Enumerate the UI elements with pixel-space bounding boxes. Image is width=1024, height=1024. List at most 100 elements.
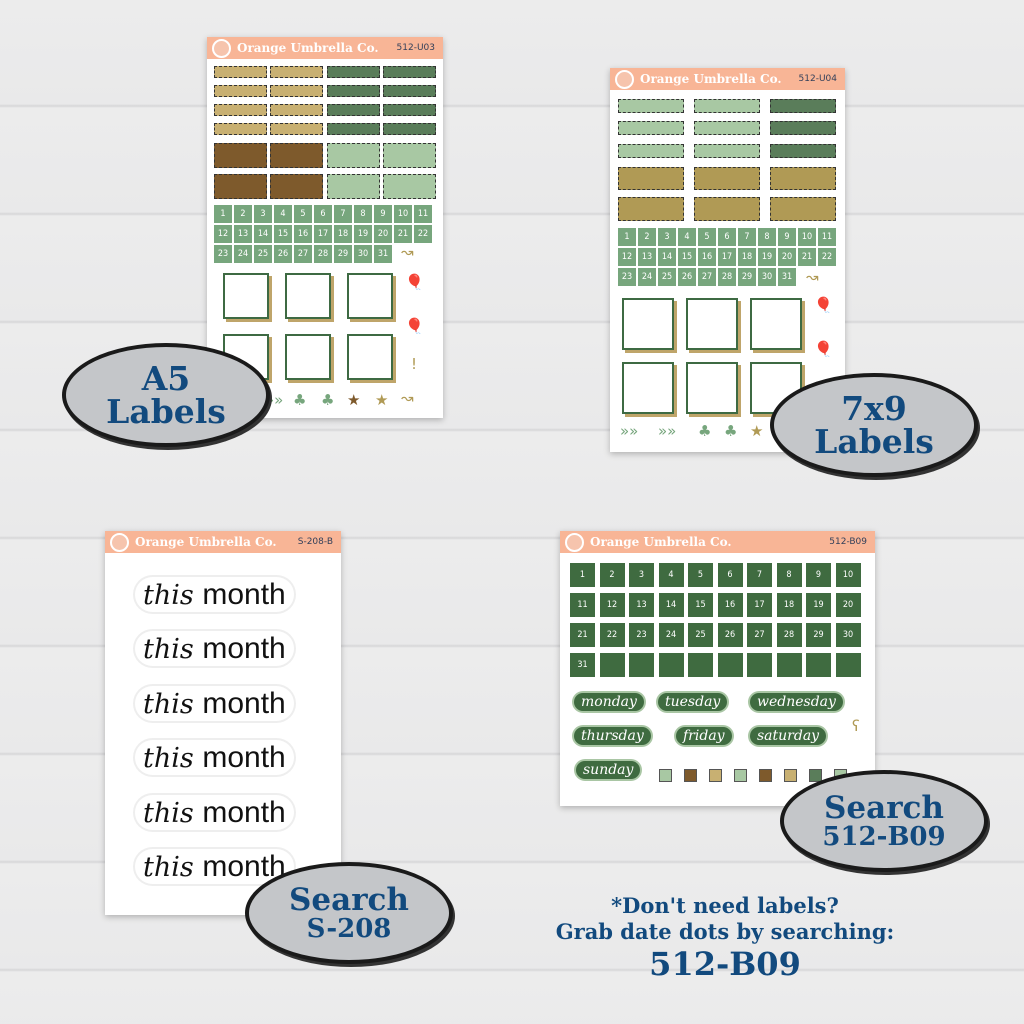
this-month-sticker: this month [135, 795, 294, 830]
blank-date-sticker [835, 653, 861, 677]
word-month: month [202, 741, 286, 774]
date-sticker: 11 [414, 205, 432, 223]
sheet-header: Orange Umbrella Co. 512-U03 [207, 37, 443, 59]
date-sticker: 17 [718, 248, 736, 266]
star-icon: ★ [750, 422, 764, 440]
star-icon: ★ [375, 391, 389, 409]
date-sticker: 25 [688, 623, 713, 647]
date-sticker: 6 [314, 205, 332, 223]
callout-line: Search [824, 789, 944, 826]
date-sticker: 29 [806, 623, 831, 647]
clover-icon: ♣ [724, 422, 738, 440]
date-sticker: 15 [274, 225, 292, 243]
date-sticker: 17 [747, 593, 772, 617]
notepad-sticker [285, 334, 331, 380]
brand-name: Orange Umbrella Co. [640, 72, 782, 86]
word-this: this [143, 798, 203, 829]
label-sticker [770, 99, 836, 113]
label-sticker [270, 123, 323, 135]
blank-date-sticker [717, 653, 743, 677]
color-dot-sticker [784, 769, 797, 782]
label-sticker [327, 143, 380, 168]
date-sticker: 1 [570, 563, 595, 587]
this-month-sticker: this month [135, 740, 294, 775]
umbrella-logo-icon [212, 39, 231, 58]
label-sticker [383, 174, 436, 199]
brand-name: Orange Umbrella Co. [237, 41, 379, 55]
this-month-sticker: this month [135, 686, 294, 721]
balloon-icon: 🎈 [814, 296, 833, 314]
date-sticker: 17 [314, 225, 332, 243]
blank-date-sticker [658, 653, 684, 677]
label-sticker [383, 85, 436, 97]
date-sticker: 19 [354, 225, 372, 243]
date-sticker: 27 [294, 245, 312, 263]
date-sticker: 4 [274, 205, 292, 223]
date-sticker: 24 [658, 623, 684, 647]
date-sticker: 6 [718, 228, 736, 246]
date-sticker: 22 [414, 225, 432, 243]
label-sticker [270, 85, 323, 97]
arrow-doodle-icon: ↝ [806, 268, 819, 286]
this-month-sticker: this month [135, 849, 294, 884]
notepad-sticker [347, 334, 393, 380]
balloon-icon: 🎈 [814, 340, 833, 358]
label-sticker [214, 123, 267, 135]
word-this: this [143, 743, 203, 774]
sheet-header: Orange Umbrella Co. 512-U04 [610, 68, 845, 90]
date-sticker: 4 [658, 563, 684, 587]
callout-line: Search [289, 881, 409, 918]
date-sticker: 13 [629, 593, 654, 617]
notepad-sticker [686, 362, 738, 414]
day-word-sticker: tuesday [658, 693, 728, 711]
color-dot-sticker [659, 769, 672, 782]
date-sticker: 10 [835, 563, 861, 587]
date-sticker: 24 [234, 245, 252, 263]
star-icon: ★ [347, 391, 361, 409]
label-sticker [770, 121, 836, 135]
date-sticker: 3 [629, 563, 654, 587]
label-sticker [270, 143, 323, 168]
date-sticker: 29 [738, 268, 756, 286]
sheet-code: 512-U04 [798, 74, 837, 84]
note-code: 512-B09 [649, 945, 801, 983]
date-sticker: 18 [776, 593, 802, 617]
notepad-sticker [686, 298, 738, 350]
date-sticker: 13 [638, 248, 656, 266]
day-word-sticker: friday [676, 727, 732, 745]
note-line-2: Grab date dots by searching: [555, 919, 895, 944]
day-word-sticker: sunday [576, 761, 641, 779]
date-sticker: 21 [394, 225, 412, 243]
label-sticker [618, 144, 684, 158]
blank-date-sticker [747, 653, 772, 677]
date-sticker: 19 [806, 593, 831, 617]
label-sticker [770, 197, 836, 221]
date-sticker: 12 [599, 593, 625, 617]
word-this: this [143, 852, 203, 883]
notepad-sticker [622, 298, 674, 350]
label-sticker [618, 167, 684, 190]
day-word-sticker: thursday [574, 727, 651, 745]
callout-line: Labels [106, 392, 226, 431]
date-sticker: 12 [618, 248, 636, 266]
date-sticker: 9 [778, 228, 796, 246]
date-sticker: 31 [374, 245, 392, 263]
date-sticker: 7 [747, 563, 772, 587]
label-sticker [383, 66, 436, 78]
blank-date-sticker [776, 653, 802, 677]
callout-a5-labels: A5 Labels [62, 343, 270, 447]
word-this: this [143, 580, 203, 611]
sheet-header: Orange Umbrella Co. 512-B09 [560, 531, 875, 553]
callout-line: 512-B09 [822, 821, 946, 852]
label-sticker [270, 104, 323, 116]
label-sticker [270, 174, 323, 199]
sheet-code: 512-U03 [396, 43, 435, 53]
blank-date-sticker [599, 653, 625, 677]
label-sticker [694, 121, 760, 135]
date-sticker: 26 [717, 623, 743, 647]
callout-7x9-labels: 7x9 Labels [770, 373, 978, 477]
date-sticker: 28 [776, 623, 802, 647]
date-sticker: 26 [678, 268, 696, 286]
word-this: this [143, 634, 203, 665]
this-month-sticker: this month [135, 577, 294, 612]
